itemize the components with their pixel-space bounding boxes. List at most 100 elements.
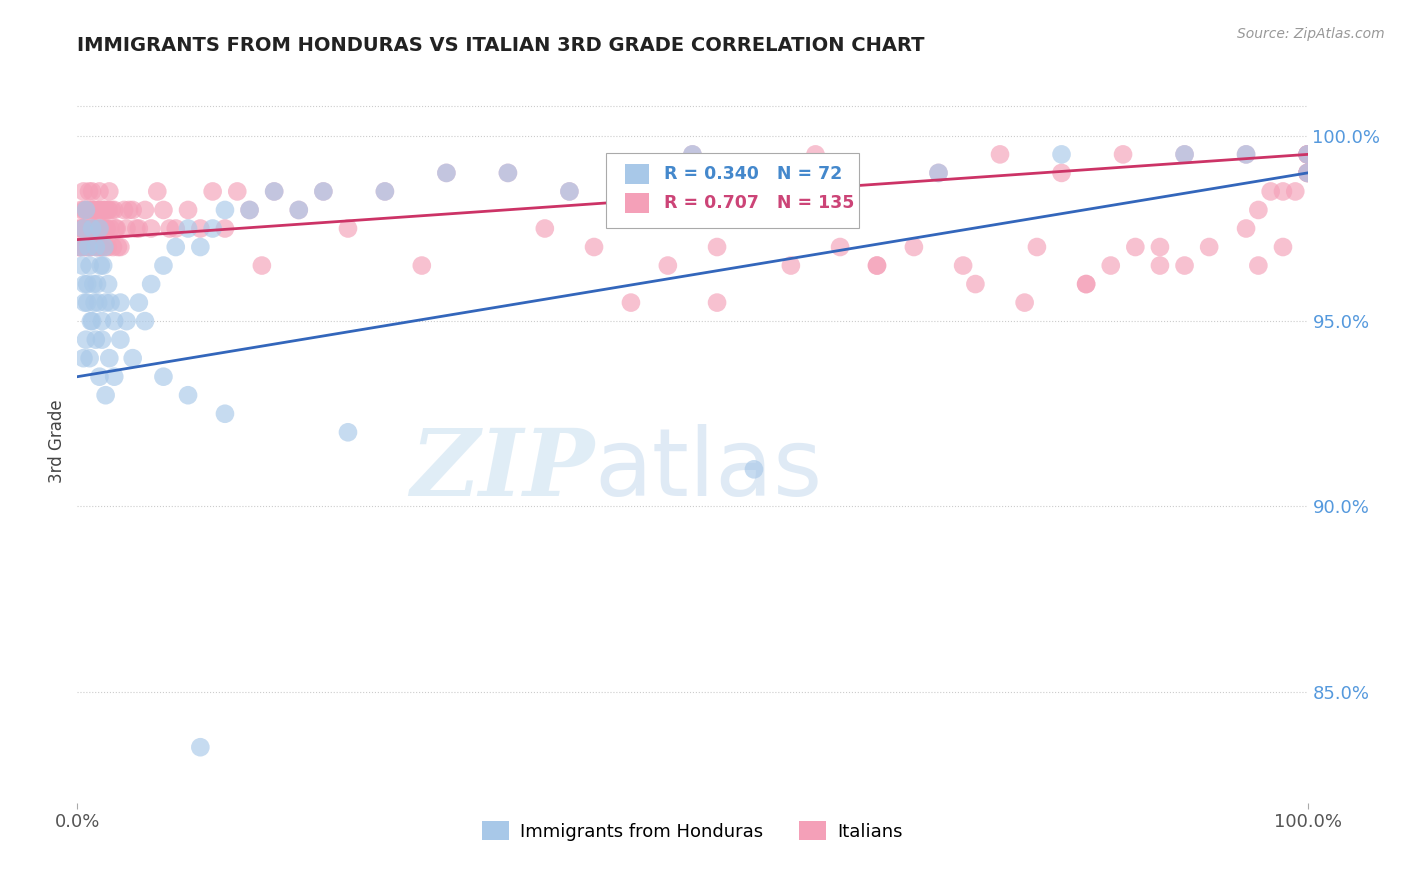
Point [103, 202, 125, 217]
Point [165, 240, 187, 254]
Point [75, 221, 97, 235]
Point [97, 240, 120, 254]
Point [90, 333, 114, 347]
Point [77, 240, 100, 254]
Point [1296, 166, 1319, 180]
Point [93, 240, 115, 254]
Point [121, 351, 143, 366]
Point [79, 259, 101, 273]
Point [89, 221, 111, 235]
Point [1247, 202, 1270, 217]
Point [1296, 166, 1319, 180]
Point [928, 166, 950, 180]
Point [152, 259, 174, 273]
Point [84, 221, 107, 235]
Point [72, 221, 94, 235]
Point [1234, 147, 1257, 161]
Point [226, 185, 249, 199]
Point [1076, 277, 1098, 291]
Point [1014, 295, 1036, 310]
Point [620, 166, 643, 180]
Point [496, 166, 519, 180]
Text: atlas: atlas [595, 425, 823, 516]
Point [89, 202, 111, 217]
Point [682, 147, 704, 161]
Point [121, 202, 143, 217]
Point [312, 185, 335, 199]
Point [94, 295, 117, 310]
Point [83, 295, 105, 310]
Point [534, 221, 557, 235]
Text: R = 0.340   N = 72: R = 0.340 N = 72 [664, 165, 842, 183]
Point [70, 240, 93, 254]
Point [82, 221, 104, 235]
Point [83, 202, 105, 217]
Point [90, 259, 112, 273]
Point [103, 369, 125, 384]
Point [1296, 147, 1319, 161]
Point [73, 202, 96, 217]
Point [100, 295, 122, 310]
Point [1099, 259, 1122, 273]
Point [1174, 147, 1197, 161]
Point [1050, 147, 1073, 161]
Point [86, 277, 108, 291]
Point [70, 202, 93, 217]
Point [141, 221, 163, 235]
Point [82, 314, 104, 328]
Legend: Immigrants from Honduras, Italians: Immigrants from Honduras, Italians [475, 814, 910, 848]
Point [620, 295, 643, 310]
Point [76, 277, 98, 291]
Point [988, 147, 1011, 161]
Point [496, 166, 519, 180]
Point [89, 369, 111, 384]
Text: IMMIGRANTS FROM HONDURAS VS ITALIAN 3RD GRADE CORRELATION CHART: IMMIGRANTS FROM HONDURAS VS ITALIAN 3RD … [77, 36, 925, 54]
Point [79, 351, 101, 366]
Point [583, 240, 606, 254]
Point [93, 202, 115, 217]
Point [1174, 147, 1197, 161]
Point [86, 202, 108, 217]
Point [141, 277, 163, 291]
Point [79, 240, 101, 254]
Point [657, 259, 679, 273]
Point [89, 185, 111, 199]
Point [411, 259, 433, 273]
Point [90, 240, 112, 254]
Point [952, 259, 974, 273]
Text: R = 0.707   N = 135: R = 0.707 N = 135 [664, 194, 855, 212]
Point [1296, 166, 1319, 180]
Point [87, 295, 110, 310]
Point [73, 277, 96, 291]
Point [84, 333, 107, 347]
Point [1272, 240, 1295, 254]
Point [804, 166, 827, 180]
Point [214, 221, 236, 235]
Point [177, 202, 200, 217]
Point [1296, 166, 1319, 180]
Point [96, 221, 118, 235]
Point [90, 240, 112, 254]
Point [214, 202, 236, 217]
Point [866, 259, 889, 273]
Point [1296, 147, 1319, 161]
Point [177, 221, 200, 235]
Point [965, 277, 987, 291]
Point [75, 202, 97, 217]
Point [742, 166, 765, 180]
Point [312, 185, 335, 199]
Point [134, 202, 156, 217]
Point [558, 185, 581, 199]
Point [804, 147, 827, 161]
Point [866, 259, 889, 273]
Point [436, 166, 458, 180]
Point [91, 202, 114, 217]
Point [76, 295, 98, 310]
Point [1296, 147, 1319, 161]
Point [98, 351, 121, 366]
Point [80, 221, 103, 235]
Point [93, 221, 115, 235]
Point [91, 259, 114, 273]
Point [97, 277, 120, 291]
Point [82, 277, 104, 291]
